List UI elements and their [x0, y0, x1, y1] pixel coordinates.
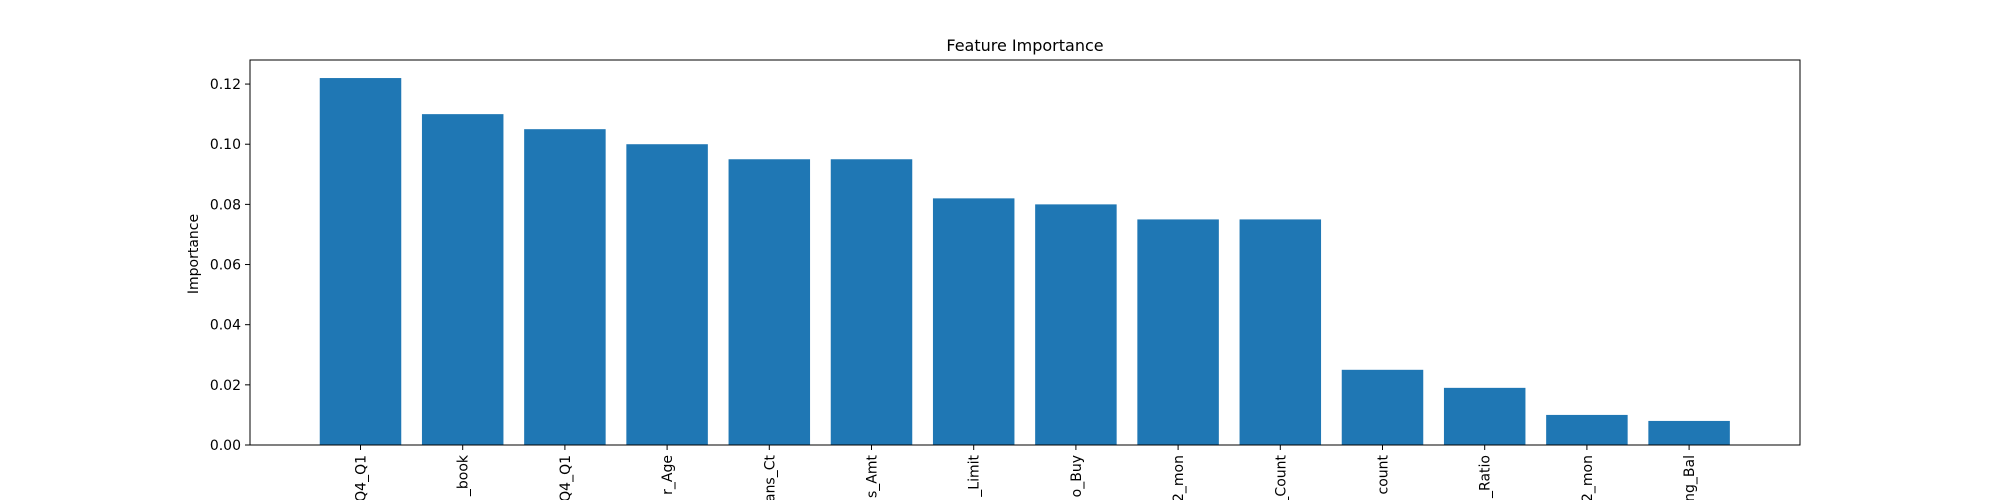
- x-tick-label-10: count: [1376, 454, 1392, 494]
- bar-11: [1443, 387, 1526, 445]
- bar-12: [1546, 414, 1628, 445]
- x-tick-label-8: 2_mon: [1171, 455, 1187, 500]
- x-tick-label-1: _book: [456, 454, 472, 497]
- y-tick-label-2: 0.04: [210, 318, 241, 334]
- y-tick-label-0: 0.00: [210, 438, 241, 454]
- y-tick-label-4: 0.08: [210, 197, 241, 213]
- x-tick-label-4: ans_Ct: [762, 454, 778, 500]
- chart-title: Feature Importance: [946, 36, 1103, 55]
- y-axis-label: Importance: [186, 214, 202, 294]
- bar-1: [421, 114, 504, 445]
- bar-7: [1035, 204, 1117, 445]
- bar-4: [728, 159, 811, 445]
- bar-0: [319, 78, 402, 445]
- y-tick-label-1: 0.02: [210, 378, 241, 394]
- y-axis-ticks: 0.00 0.02 0.04 0.06 0.08 0.10 0.12: [210, 77, 250, 454]
- x-tick-label-9: _Count: [1273, 454, 1289, 500]
- x-tick-label-13: ng_Bal: [1682, 455, 1698, 500]
- bar-6: [932, 198, 1015, 445]
- bar-2: [524, 129, 606, 445]
- x-tick-label-3: r_Age: [660, 455, 676, 495]
- x-tick-label-6: _Limit: [967, 455, 983, 498]
- bar-13: [1648, 420, 1730, 445]
- bar-8: [1137, 219, 1219, 445]
- x-tick-label-11: _Ratio: [1478, 455, 1494, 499]
- bars-layer: [319, 78, 1730, 445]
- bar-9: [1239, 219, 1322, 445]
- x-tick-label-7: o_Buy: [1069, 455, 1085, 497]
- x-tick-label-5: s_Amt: [865, 454, 881, 498]
- bar-3: [626, 144, 708, 445]
- y-tick-label-6: 0.12: [210, 77, 241, 93]
- x-axis-ticks: Q4_Q1 _book Q4_Q1 r_Age ans_Ct s_Amt _Limit o_B…: [354, 445, 1698, 504]
- plot-frame: [249, 59, 1801, 446]
- y-tick-label-5: 0.10: [210, 137, 241, 153]
- y-tick-label-3: 0.06: [210, 258, 241, 274]
- x-tick-label-0: Q4_Q1: [354, 455, 370, 500]
- bar-5: [830, 159, 913, 445]
- x-tick-label-12: 2_mon: [1580, 455, 1596, 500]
- x-tick-label-2: Q4_Q1: [558, 455, 574, 500]
- bar-10: [1341, 369, 1424, 445]
